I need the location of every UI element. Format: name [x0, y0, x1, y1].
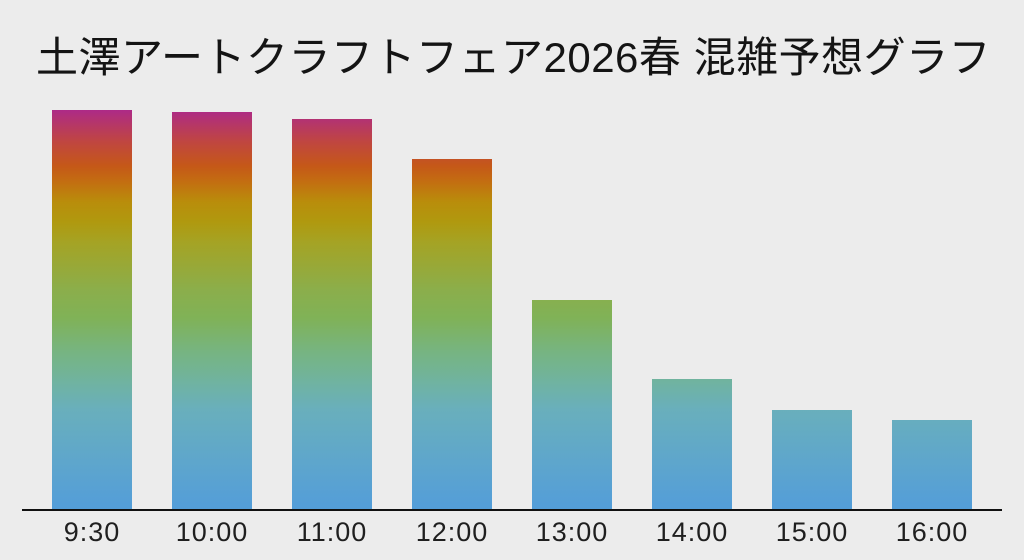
x-tick-label-12-00: 12:00 — [415, 517, 489, 547]
bar-11-00 — [292, 119, 372, 510]
x-tick-label-11-00: 11:00 — [296, 517, 368, 547]
x-axis-line — [22, 509, 1002, 511]
bar-12-00 — [412, 159, 492, 510]
x-tick-label-13-00: 13:00 — [535, 517, 609, 547]
x-tick-label-14-00: 14:00 — [655, 517, 729, 547]
bar-10-00 — [172, 112, 252, 510]
bar-14-00 — [652, 379, 732, 510]
chart-title: 土澤アートクラフトフェア2026春 混雑予想グラフ — [36, 34, 992, 81]
bar-13-00 — [532, 300, 612, 510]
x-tick-label-16-00: 16:00 — [895, 517, 969, 547]
bar-9-30 — [52, 110, 132, 510]
bar-16-00 — [892, 420, 972, 510]
x-tick-label-15-00: 15:00 — [775, 517, 849, 547]
bar-15-00 — [772, 410, 852, 510]
x-tick-label-9-30: 9:30 — [63, 517, 121, 547]
x-tick-label-10-00: 10:00 — [175, 517, 249, 547]
